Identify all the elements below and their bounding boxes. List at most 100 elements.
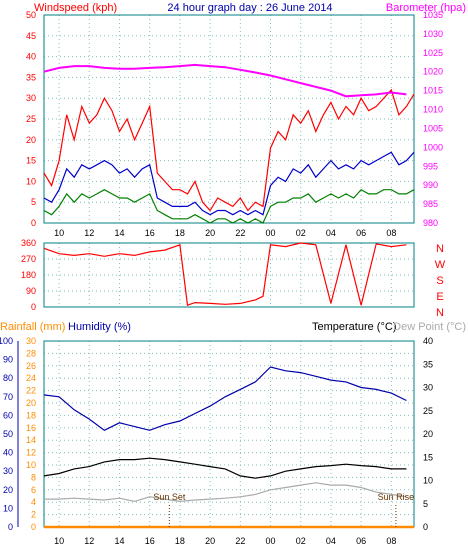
top-plot-frame [43, 14, 415, 224]
barometer-line [43, 63, 407, 98]
rainfall-tick-label: 28 [26, 348, 36, 358]
rainfall-tick-label: 2 [31, 510, 36, 520]
barometer-tick-label: 1000 [423, 142, 443, 152]
top-x-tick-label: 00 [266, 228, 276, 238]
humidity-axis-label: Humidity (%) [68, 321, 131, 333]
bottom-x-tick-label: 10 [54, 536, 64, 546]
temperature-tick-label: 20 [423, 429, 433, 439]
temperature-tick-label: 25 [423, 406, 433, 416]
windspeed-tick-label: 5 [31, 197, 36, 207]
direction-letter: N [436, 243, 444, 255]
humidity-tick-label: 20 [3, 485, 13, 495]
rainfall-tick-label: 6 [31, 485, 36, 495]
direction-tick-label: 0 [31, 302, 36, 312]
wind-average-line [43, 151, 415, 216]
barometer-tick-label: 1030 [423, 29, 443, 39]
rainfall-tick-label: 0 [31, 522, 36, 532]
humidity-tick-label: 0 [8, 522, 13, 532]
dewpoint-axis-label: Dew Point (°C) [393, 321, 466, 333]
barometer-tick-label: 980 [423, 218, 438, 228]
rainfall-tick-label: 10 [26, 460, 36, 470]
direction-tick-label: 90 [26, 286, 36, 296]
bottom-x-tick-label: 06 [356, 536, 366, 546]
direction-letter: S [436, 275, 443, 287]
barometer-tick-label: 1025 [423, 48, 443, 58]
rainfall-tick-label: 16 [26, 423, 36, 433]
direction-tick-label: 360 [21, 238, 36, 248]
windspeed-tick-label: 20 [26, 135, 36, 145]
top-x-tick-label: 10 [54, 228, 64, 238]
barometer-tick-label: 995 [423, 161, 438, 171]
temperature-tick-label: 30 [423, 383, 433, 393]
temperature-tick-label: 5 [423, 499, 428, 509]
wind-low-line [43, 188, 415, 224]
rainfall-tick-label: 14 [26, 435, 36, 445]
bottom-x-tick-label: 22 [235, 536, 245, 546]
direction-tick-label: 180 [21, 270, 36, 280]
wind-gust-line [43, 88, 415, 212]
bot-plot-frame [43, 340, 415, 528]
rainfall-tick-label: 18 [26, 410, 36, 420]
bottom-x-tick-label: 14 [115, 536, 125, 546]
direction-tick-label: 270 [21, 254, 36, 264]
temperature-tick-label: 40 [423, 336, 433, 346]
barometer-tick-label: 1010 [423, 105, 443, 115]
sunset-label: Sun Set [153, 492, 186, 502]
windspeed-tick-label: 50 [26, 10, 36, 20]
humidity-tick-label: 80 [3, 373, 13, 383]
rainfall-tick-label: 22 [26, 386, 36, 396]
rainfall-tick-label: 8 [31, 472, 36, 482]
barometer-tick-label: 985 [423, 199, 438, 209]
direction-letter: E [436, 291, 443, 303]
mid-plot-frame [43, 242, 415, 308]
rainfall-tick-label: 26 [26, 361, 36, 371]
humidity-tick-label: 70 [3, 392, 13, 402]
windspeed-axis-label: Windspeed (kph) [34, 2, 117, 14]
humidity-line [43, 366, 407, 432]
barometer-tick-label: 990 [423, 180, 438, 190]
direction-letter: W [435, 259, 446, 271]
temperature-axis-label: Temperature (°C) [312, 321, 396, 333]
bottom-x-tick-label: 02 [296, 536, 306, 546]
rainfall-axis-label: Rainfall (mm) [0, 321, 65, 333]
top-x-tick-label: 18 [175, 228, 185, 238]
windspeed-tick-label: 10 [26, 176, 36, 186]
chart-title: 24 hour graph day : 26 June 2014 [167, 2, 332, 14]
top-x-tick-label: 08 [386, 228, 396, 238]
direction-letter: N [436, 307, 444, 319]
temperature-tick-label: 15 [423, 452, 433, 462]
top-x-tick-label: 02 [296, 228, 306, 238]
barometer-tick-label: 1020 [423, 67, 443, 77]
temperature-humidity-panel: 0102030405060708090100024681012141618202… [0, 336, 433, 546]
dewpoint-line [44, 482, 407, 503]
top-x-tick-label: 04 [326, 228, 336, 238]
top-x-tick-label: 12 [84, 228, 94, 238]
humidity-tick-label: 10 [3, 503, 13, 513]
humidity-tick-label: 100 [0, 336, 13, 346]
windspeed-tick-label: 40 [26, 52, 36, 62]
bottom-x-tick-label: 12 [84, 536, 94, 546]
barometer-axis-label: Barometer (hpa) [386, 2, 466, 14]
top-x-tick-label: 16 [145, 228, 155, 238]
windspeed-tick-label: 30 [26, 93, 36, 103]
top-x-tick-label: 22 [235, 228, 245, 238]
temperature-tick-label: 0 [423, 522, 428, 532]
rainfall-tick-label: 24 [26, 373, 36, 383]
barometer-tick-label: 1035 [423, 10, 443, 20]
windspeed-tick-label: 0 [31, 218, 36, 228]
bottom-x-tick-label: 16 [145, 536, 155, 546]
humidity-tick-label: 40 [3, 448, 13, 458]
bottom-x-tick-label: 18 [175, 536, 185, 546]
wind-direction-line [43, 242, 407, 307]
humidity-tick-label: 60 [3, 410, 13, 420]
bottom-x-tick-label: 08 [386, 536, 396, 546]
barometer-tick-label: 1015 [423, 86, 443, 96]
top-x-tick-label: 20 [205, 228, 215, 238]
rainfall-tick-label: 4 [31, 497, 36, 507]
rainfall-tick-label: 30 [26, 336, 36, 346]
bottom-x-tick-label: 00 [266, 536, 276, 546]
temperature-tick-label: 10 [423, 476, 433, 486]
windspeed-tick-label: 15 [26, 156, 36, 166]
top-x-tick-label: 06 [356, 228, 366, 238]
sunrise-label: Sun Rise [378, 492, 415, 502]
